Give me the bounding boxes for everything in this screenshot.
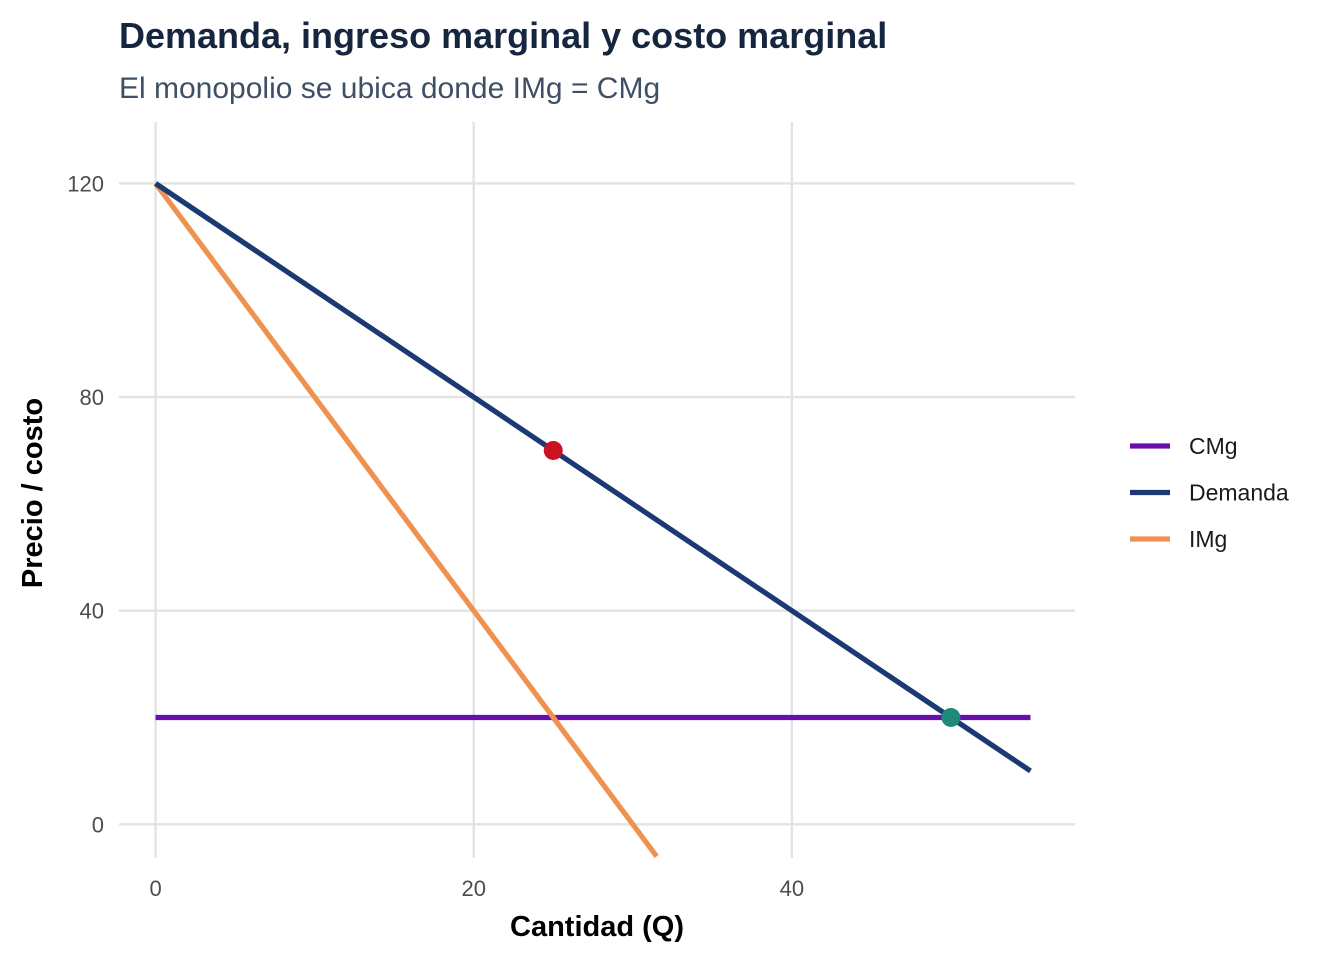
- grid: [119, 122, 1075, 858]
- x-tick-label: 20: [461, 876, 485, 901]
- points-layer: [543, 440, 961, 728]
- legend-label-cmg: CMg: [1189, 433, 1238, 459]
- data-point: [941, 708, 961, 728]
- y-tick-label: 0: [92, 812, 104, 837]
- series-layer: [153, 181, 1032, 858]
- x-tick-labels: 0 20 40: [149, 876, 804, 901]
- series-line-img: [153, 181, 659, 858]
- data-point: [543, 440, 563, 460]
- y-tick-label: 40: [80, 599, 104, 624]
- series-line-demanda: [154, 181, 1032, 774]
- legend-label-img: IMg: [1189, 526, 1227, 552]
- legend: CMg Demanda IMg: [1130, 433, 1289, 552]
- x-axis-title: Cantidad (Q): [510, 911, 684, 943]
- chart-title: Demanda, ingreso marginal y costo margin…: [119, 15, 887, 56]
- y-axis-title: Precio / costo: [17, 398, 49, 588]
- y-tick-label: 120: [67, 171, 104, 196]
- chart-subtitle: El monopolio se ubica donde IMg = CMg: [119, 72, 660, 105]
- x-tick-label: 40: [780, 876, 804, 901]
- legend-label-demanda: Demanda: [1189, 480, 1289, 506]
- x-tick-label: 0: [149, 876, 161, 901]
- y-tick-labels: 0 40 80 120: [67, 171, 104, 837]
- y-tick-label: 80: [80, 385, 104, 410]
